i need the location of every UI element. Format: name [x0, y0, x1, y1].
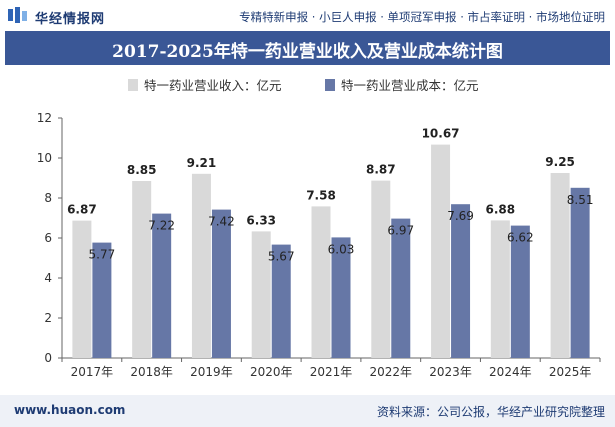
data-label-cost: 6.03	[328, 242, 355, 256]
data-label-revenue: 6.87	[67, 203, 97, 217]
footer: www.huaon.com 资料来源：公司公报，华经产业研究院整理	[0, 395, 615, 427]
y-tick-label: 8	[44, 191, 52, 205]
bar-revenue	[490, 220, 510, 358]
bar-revenue	[371, 180, 391, 358]
bar-revenue	[251, 231, 271, 358]
bar-cost	[391, 218, 411, 358]
logo-text: 华经情报网	[35, 12, 106, 27]
legend-label-cost: 特一药业营业成本：亿元	[341, 78, 479, 93]
data-label-cost: 5.67	[268, 250, 295, 264]
footer-source: 资料来源：公司公报，华经产业研究院整理	[376, 405, 605, 419]
data-label-revenue: 6.88	[486, 202, 516, 216]
bar-cost	[271, 244, 291, 358]
x-tick-label: 2021年	[310, 365, 353, 379]
data-label-revenue: 8.87	[366, 163, 396, 177]
y-tick-label: 12	[37, 111, 52, 125]
x-tick-label: 2020年	[250, 365, 293, 379]
bar-cost	[570, 187, 590, 358]
y-tick-label: 6	[44, 231, 52, 245]
data-label-revenue: 7.58	[306, 188, 336, 202]
footer-url: www.huaon.com	[14, 403, 126, 417]
data-label-cost: 7.22	[148, 219, 175, 233]
bar-revenue	[311, 206, 331, 358]
data-label-cost: 7.69	[447, 209, 474, 223]
legend: 特一药业营业收入：亿元 特一药业营业成本：亿元	[0, 75, 615, 93]
data-label-cost: 5.77	[89, 248, 116, 262]
title-bar: 2017-2025年特一药业营业收入及营业成本统计图	[5, 31, 610, 65]
data-label-revenue: 9.25	[545, 155, 575, 169]
bar-cost	[451, 204, 471, 358]
bar-chart: 0 2 4 6 8 10 12 2017年 6.87 5.77 2018年 8.85 7.22 2019年…	[37, 111, 601, 379]
y-tick-label: 4	[44, 271, 52, 285]
top-bar: 华经情报网 专精特新申报 · 小巨人申报 · 单项冠军申报 · 市占率证明 · …	[0, 0, 615, 30]
legend-swatch-revenue	[128, 78, 138, 91]
x-tick-label: 2022年	[370, 365, 413, 379]
bar-cost	[92, 242, 112, 358]
data-label-cost: 6.62	[507, 231, 534, 245]
data-label-cost: 7.42	[208, 215, 235, 229]
x-tick-label: 2023年	[429, 365, 472, 379]
legend-item-revenue: 特一药业营业收入：亿元	[128, 75, 282, 94]
legend-item-cost: 特一药业营业成本：亿元	[325, 75, 479, 94]
data-label-cost: 8.51	[567, 193, 594, 207]
x-tick-label: 2019年	[190, 365, 233, 379]
chart-title: 2017-2025年特一药业营业收入及营业成本统计图	[112, 42, 503, 62]
data-label-cost: 6.97	[387, 224, 414, 238]
x-tick-label: 2025年	[549, 365, 592, 379]
legend-label-revenue: 特一药业营业收入：亿元	[144, 78, 282, 93]
bar-cost	[510, 225, 530, 358]
y-tick-label: 10	[37, 151, 52, 165]
x-tick-label: 2017年	[71, 365, 114, 379]
bar-cost	[331, 237, 351, 358]
y-tick-label: 2	[44, 311, 52, 325]
data-label-revenue: 9.21	[187, 156, 217, 170]
bar-cost	[152, 213, 172, 358]
bar-revenue	[132, 181, 152, 358]
bar-revenue	[72, 220, 92, 358]
y-tick-label: 0	[44, 351, 52, 365]
bar-revenue	[431, 144, 451, 358]
x-tick-label: 2018年	[130, 365, 173, 379]
data-label-revenue: 8.85	[127, 163, 157, 177]
x-tick-label: 2024年	[489, 365, 532, 379]
bar-revenue	[191, 173, 211, 358]
header-tagline: 专精特新申报 · 小巨人申报 · 单项冠军申报 · 市占率证明 · 市场地位证明	[239, 10, 605, 24]
data-label-revenue: 6.33	[246, 213, 276, 227]
bar-revenue	[550, 173, 570, 358]
data-label-revenue: 10.67	[422, 127, 460, 141]
bar-cost	[211, 209, 231, 358]
logo-icon	[8, 7, 27, 23]
legend-swatch-cost	[325, 78, 335, 91]
